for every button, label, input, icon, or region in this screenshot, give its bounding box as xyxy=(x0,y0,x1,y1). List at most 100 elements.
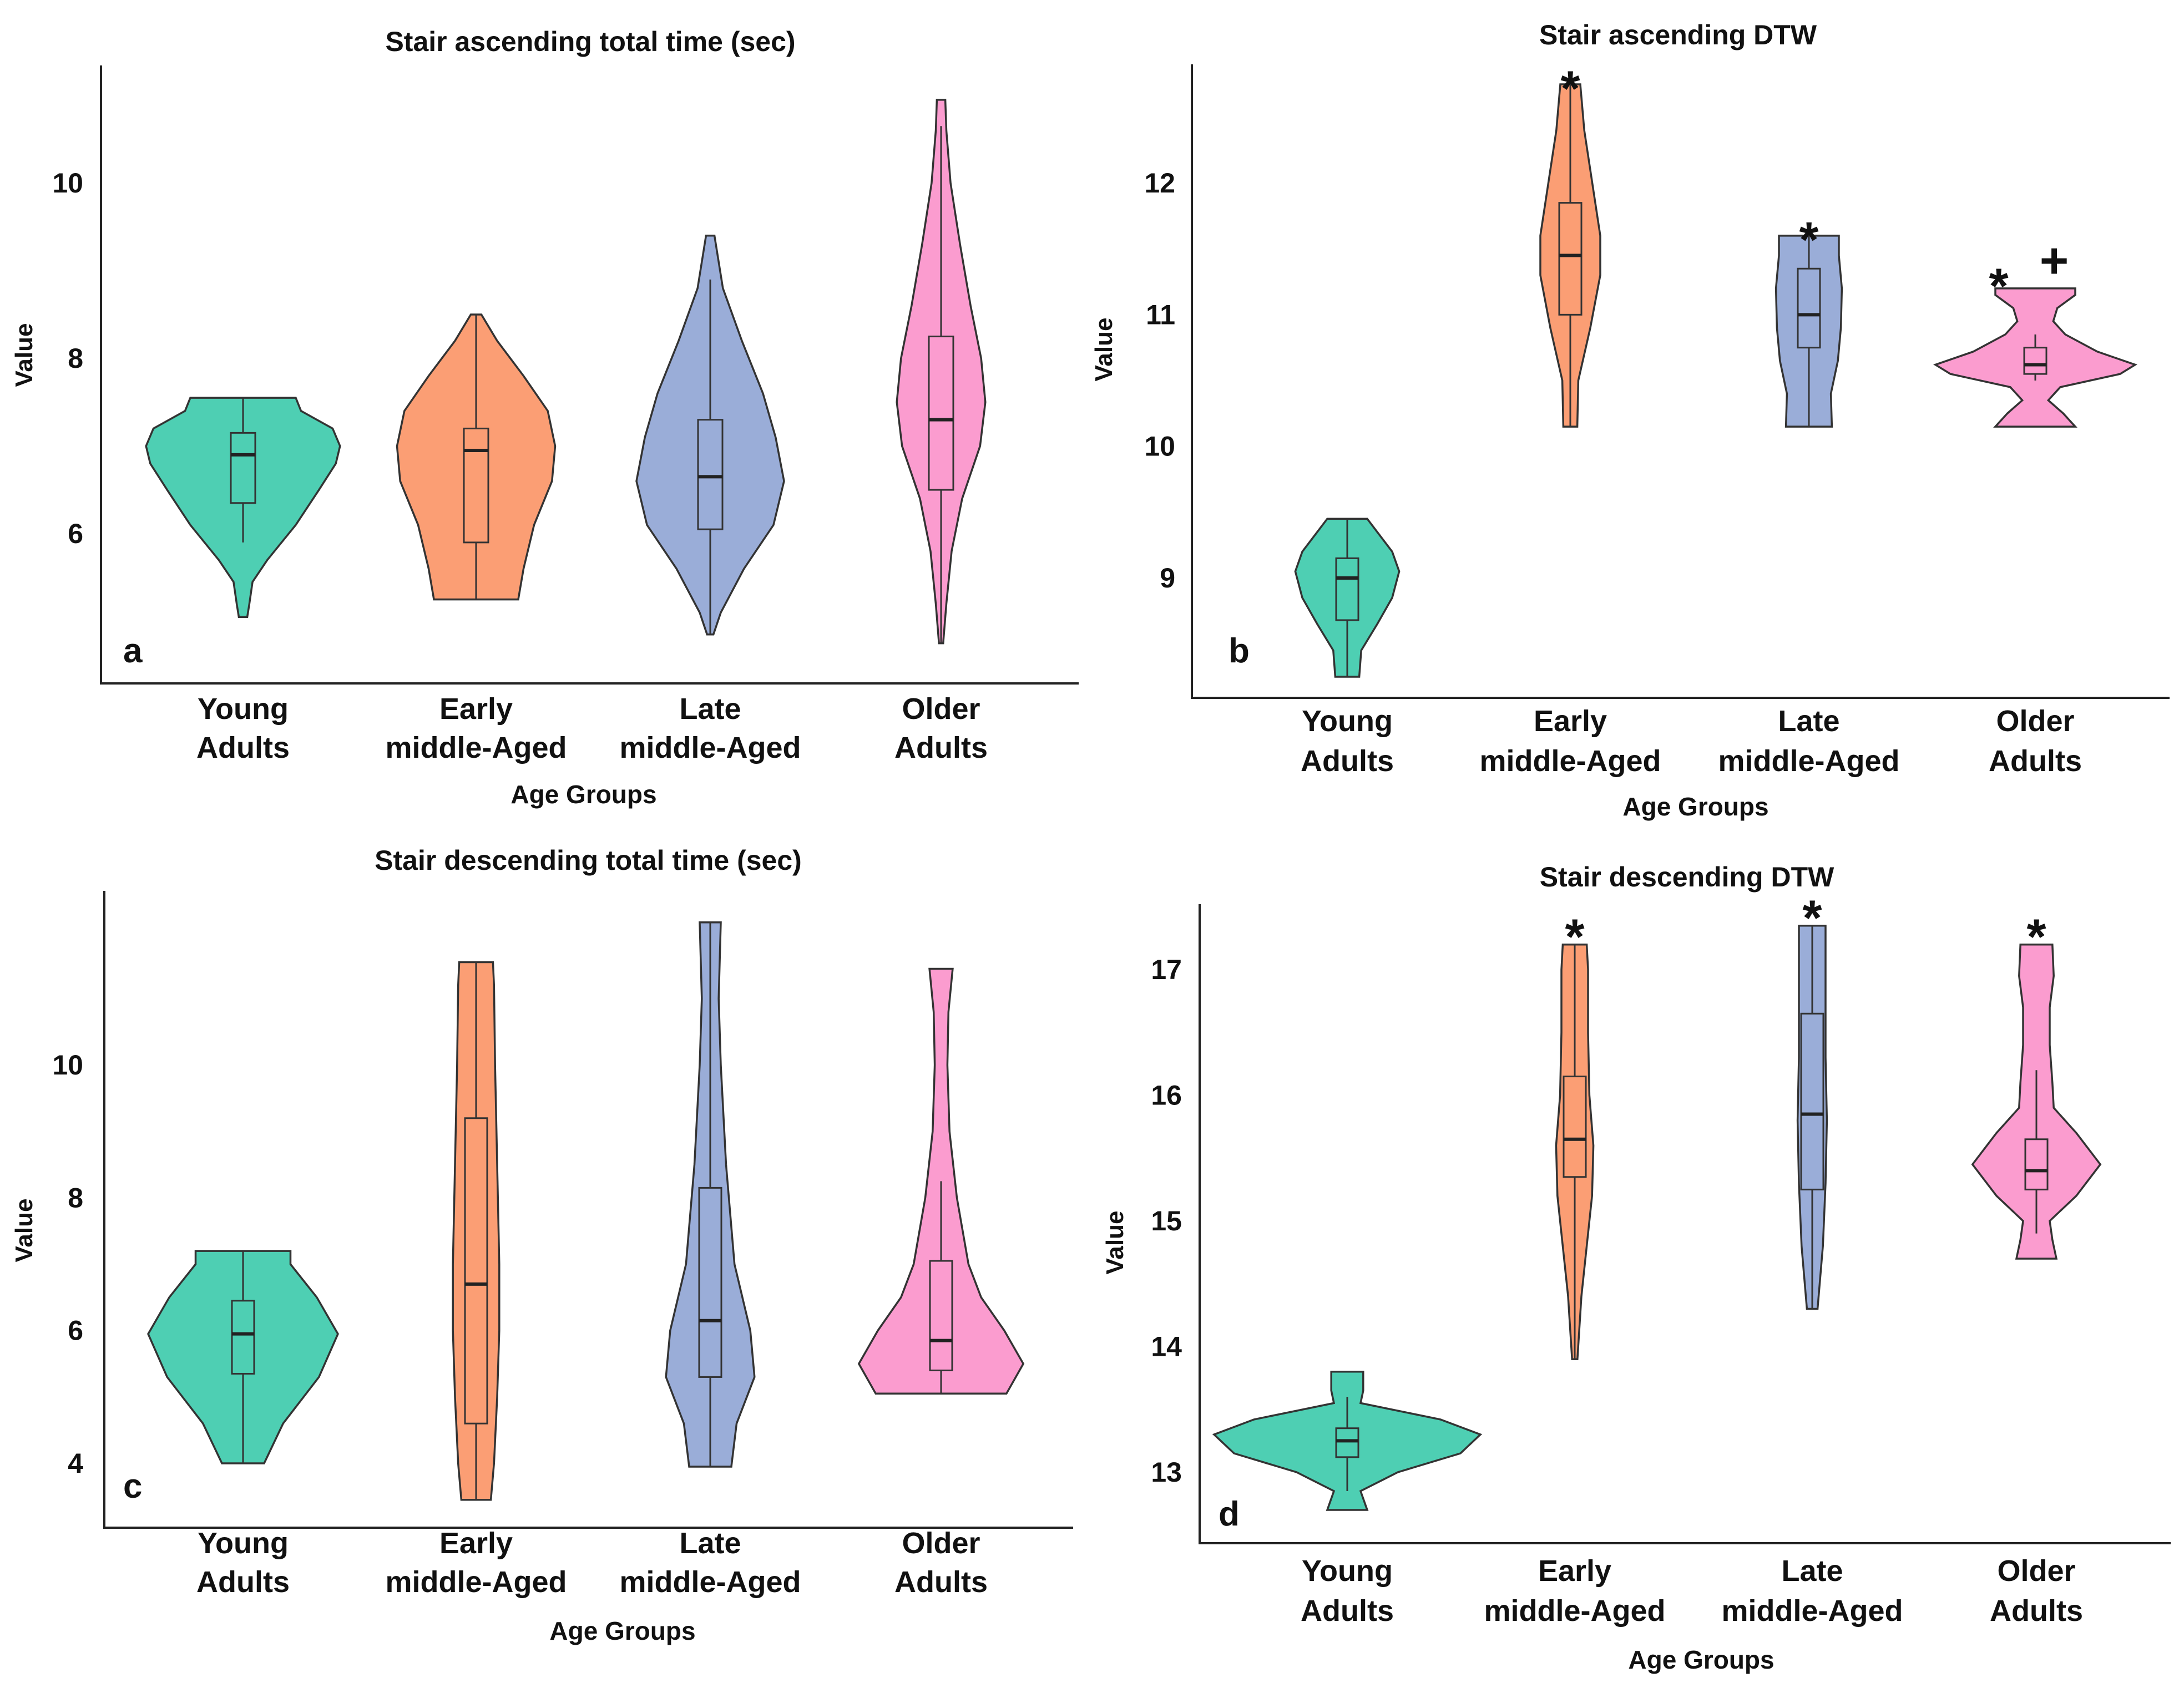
y-tick-label: 10 xyxy=(52,1050,83,1081)
x-tick-label-line2: middle-Aged xyxy=(1484,1594,1665,1628)
x-tick-label-line2: Adults xyxy=(894,1565,988,1599)
x-tick-label-line1: Late xyxy=(1781,1554,1843,1588)
panel-b-letter: b xyxy=(1228,632,1250,670)
box-4 xyxy=(928,336,954,491)
y-tick-label: 6 xyxy=(68,1315,83,1346)
x-tick-label-line1: Late xyxy=(1778,704,1839,738)
panel-b-y-ticks: 9 10 11 12 xyxy=(1144,168,1175,594)
panel-b-x-axis-label: Age Groups xyxy=(1622,792,1768,821)
x-tick-label-line1: Late xyxy=(679,692,741,726)
panel-a-letter: a xyxy=(123,632,143,670)
box-4 xyxy=(929,1260,953,1371)
box-3 xyxy=(1797,267,1821,349)
panel-b-annotations: * * * + xyxy=(1560,61,2069,314)
panel-a-x-ticks: Young Adults Early middle-Aged Late middle-Ag… xyxy=(196,692,988,764)
panel-b-violins xyxy=(1294,83,2138,678)
panel-a-y-ticks: 6 8 10 xyxy=(52,168,83,549)
asterisk-annotation: * xyxy=(1989,258,2008,314)
x-tick-label-line2: middle-Aged xyxy=(619,1565,801,1599)
x-tick-label-line2: middle-Aged xyxy=(1721,1594,1903,1628)
x-tick-label-line1: Older xyxy=(1996,704,2074,738)
asterisk-annotation: * xyxy=(1560,61,1580,116)
x-tick-label-line2: middle-Aged xyxy=(1479,744,1661,778)
x-tick-label-line2: Adults xyxy=(196,1565,290,1599)
x-tick-label-line2: middle-Aged xyxy=(385,731,567,764)
panel-b: Stair ascending DTW Value 9 10 11 12 * * * + b… xyxy=(1090,19,2170,821)
x-tick-label-line2: Adults xyxy=(1990,1594,2083,1628)
panel-d-violins xyxy=(1212,924,2102,1511)
panel-c-axes xyxy=(103,891,1073,1529)
asterisk-annotation: * xyxy=(1799,212,1818,268)
panel-a-x-axis-label: Age Groups xyxy=(510,780,656,809)
violin-4 xyxy=(857,967,1025,1395)
asterisk-annotation: * xyxy=(1802,890,1822,946)
box-2 xyxy=(463,427,489,544)
panel-c-y-ticks: 4 6 8 10 xyxy=(52,1050,83,1479)
y-tick-label: 8 xyxy=(68,1182,83,1213)
x-tick-label-line1: Young xyxy=(1302,1554,1393,1588)
y-tick-label: 15 xyxy=(1151,1205,1182,1236)
panel-c-title: Stair descending total time (sec) xyxy=(375,845,802,876)
y-tick-label: 14 xyxy=(1151,1331,1182,1362)
panel-c-letter: c xyxy=(123,1467,142,1505)
panel-d-x-axis-label: Age Groups xyxy=(1628,1645,1774,1674)
panel-b-y-axis-label: Value xyxy=(1090,318,1118,382)
panel-d-annotations: * * * xyxy=(1565,890,2046,965)
panel-b-x-ticks: Young Adults Early middle-Aged Late middle-Ag… xyxy=(1301,704,2082,778)
x-tick-label-line1: Early xyxy=(1534,704,1607,738)
x-tick-label-line1: Early xyxy=(439,692,513,726)
x-tick-label-line1: Older xyxy=(902,1527,980,1560)
panel-a-title: Stair ascending total time (sec) xyxy=(385,26,795,57)
panel-a-violins xyxy=(145,99,987,645)
y-tick-label: 13 xyxy=(1151,1457,1182,1488)
panel-d-letter: d xyxy=(1219,1495,1240,1533)
box-1 xyxy=(230,432,256,504)
panel-a-y-axis-label: Value xyxy=(11,323,38,387)
y-tick-label: 4 xyxy=(68,1448,83,1479)
panel-d-y-axis-label: Value xyxy=(1101,1211,1129,1275)
asterisk-annotation: * xyxy=(1565,909,1584,965)
panel-c: Stair descending total time (sec) Value … xyxy=(11,845,1073,1645)
panel-a: Stair ascending total time (sec) Value 6… xyxy=(11,26,1079,809)
box-1 xyxy=(231,1300,255,1375)
y-tick-label: 17 xyxy=(1151,954,1182,985)
x-tick-label-line1: Older xyxy=(902,692,980,726)
y-tick-label: 10 xyxy=(1144,431,1175,462)
asterisk-annotation: * xyxy=(2026,909,2046,965)
x-tick-label-line2: middle-Aged xyxy=(385,1565,567,1599)
box-1 xyxy=(1335,1427,1359,1458)
x-tick-label-line1: Older xyxy=(1997,1554,2075,1588)
y-tick-label: 8 xyxy=(68,343,83,374)
x-tick-label-line1: Young xyxy=(198,1527,289,1560)
x-tick-label-line1: Young xyxy=(198,692,289,726)
x-tick-label-line2: Adults xyxy=(1301,744,1394,778)
panel-c-x-ticks: Young Adults Early middle-Aged Late middle-Ag… xyxy=(196,1527,988,1599)
box-2 xyxy=(464,1117,488,1425)
x-tick-label-line2: Adults xyxy=(1301,1594,1394,1628)
panel-d-title: Stair descending DTW xyxy=(1540,861,1834,893)
x-tick-label-line2: Adults xyxy=(1989,744,2082,778)
x-tick-label-line2: Adults xyxy=(196,731,290,764)
x-tick-label-line2: Adults xyxy=(894,731,988,764)
y-tick-label: 6 xyxy=(68,518,83,549)
panel-c-y-axis-label: Value xyxy=(11,1199,38,1263)
plus-annotation: + xyxy=(2040,233,2069,288)
x-tick-label-line1: Early xyxy=(439,1527,513,1560)
box-2 xyxy=(1563,1076,1587,1178)
y-tick-label: 16 xyxy=(1151,1080,1182,1111)
x-tick-label-line2: middle-Aged xyxy=(619,731,801,764)
panel-c-violins xyxy=(147,921,1025,1501)
y-tick-label: 11 xyxy=(1146,299,1175,330)
panel-a-axes xyxy=(100,65,1079,685)
x-tick-label-line1: Late xyxy=(679,1527,741,1560)
panel-b-title: Stair ascending DTW xyxy=(1539,19,1817,50)
box-2 xyxy=(1558,202,1583,316)
box-1 xyxy=(1335,557,1359,621)
box-3 xyxy=(697,419,724,530)
panel-d-axes xyxy=(1199,904,2171,1544)
box-3 xyxy=(1800,1012,1824,1190)
y-tick-label: 10 xyxy=(52,168,83,199)
x-tick-label-line1: Young xyxy=(1302,704,1393,738)
